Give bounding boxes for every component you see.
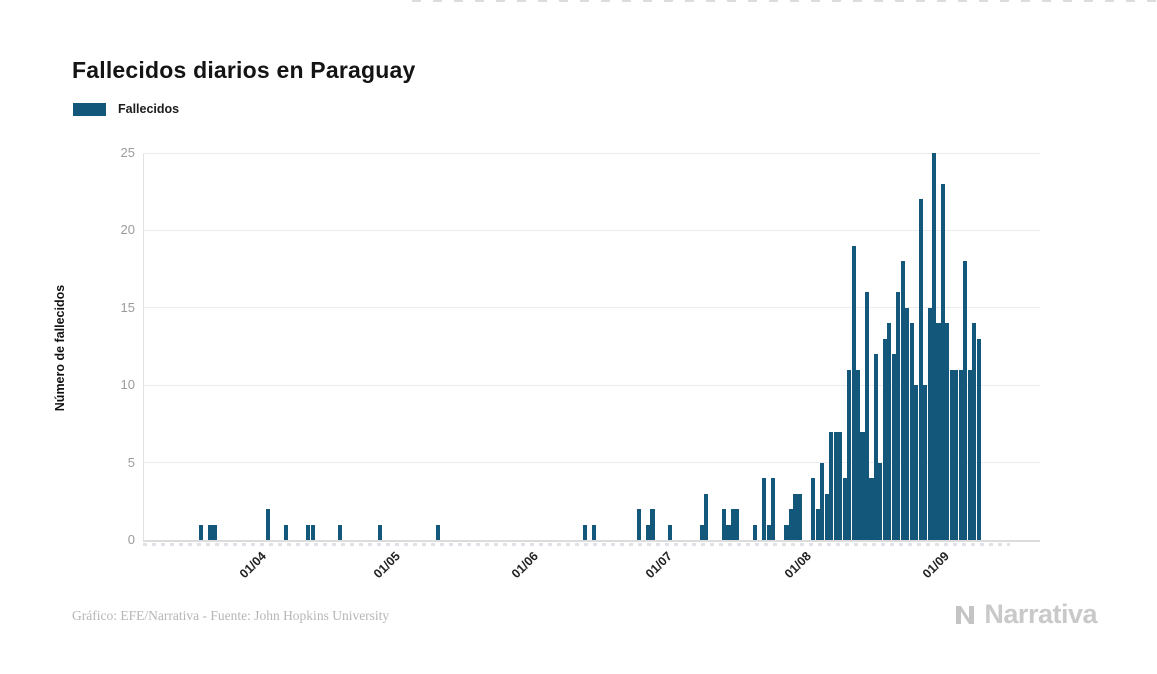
bar (873, 354, 878, 540)
bar (730, 509, 735, 540)
bar (909, 323, 914, 540)
bar (869, 478, 874, 540)
bar (645, 524, 651, 540)
bar (283, 524, 289, 540)
bar (797, 493, 802, 540)
bar (435, 524, 440, 540)
bar (958, 369, 963, 540)
x-tick-label: 01/08 (781, 549, 814, 582)
gridline (143, 384, 1040, 386)
bar (753, 524, 758, 540)
bar (860, 431, 865, 540)
brand-name: Narrativa (984, 599, 1097, 629)
bar (949, 369, 954, 540)
bar (887, 323, 892, 540)
bar (878, 462, 883, 540)
y-tick-label: 5 (127, 454, 135, 470)
bar (967, 369, 972, 540)
gridline (143, 462, 1040, 464)
y-tick-label: 15 (120, 299, 135, 315)
bar (784, 524, 789, 540)
bar (788, 509, 794, 540)
gridline (143, 229, 1040, 231)
legend-swatch (73, 102, 106, 116)
page-title: Fallecidos diarios en Paraguay (72, 57, 416, 84)
brand-logo: Narrativa (953, 599, 1097, 630)
top-dashed-line (412, 0, 1157, 2)
y-tick-label: 20 (120, 222, 135, 238)
bar (976, 338, 981, 540)
bar (721, 509, 727, 540)
gridline (143, 152, 1040, 154)
bar (266, 509, 271, 540)
legend-label: Fallecidos (118, 102, 180, 116)
gridline (143, 307, 1040, 309)
bar (650, 509, 655, 540)
bar (829, 431, 834, 540)
bar (199, 524, 204, 540)
bar (936, 323, 941, 540)
bar (815, 509, 820, 540)
x-tick-label: 01/09 (920, 549, 953, 582)
bar (891, 354, 896, 540)
bar (668, 524, 673, 540)
x-tick-label: 01/04 (236, 549, 269, 582)
bar (212, 524, 217, 540)
legend: Fallecidos (73, 102, 179, 116)
bar (914, 385, 919, 540)
bar (337, 524, 342, 540)
bar (847, 369, 852, 540)
bar (824, 493, 829, 540)
bar (735, 509, 740, 540)
bar (704, 493, 709, 540)
bar (855, 369, 861, 540)
bar (882, 338, 887, 540)
y-tick-label: 25 (120, 145, 135, 160)
bar (851, 245, 856, 540)
bar (833, 431, 838, 540)
bar (762, 478, 767, 540)
bar (940, 183, 946, 540)
bar (864, 292, 870, 540)
bar (793, 493, 798, 540)
bar (931, 153, 937, 540)
bar (900, 261, 905, 540)
narrativa-n-icon (956, 605, 975, 624)
bar (811, 478, 816, 540)
bar (377, 524, 382, 540)
bar (972, 323, 977, 540)
bar (838, 431, 843, 540)
bar (896, 292, 901, 540)
bar (306, 524, 311, 540)
bar (766, 524, 771, 540)
bar (310, 524, 315, 540)
bar (963, 261, 968, 540)
bar (583, 524, 588, 540)
x-tick-label: 01/05 (370, 549, 403, 582)
y-tick-label: 0 (127, 532, 135, 547)
bar (923, 385, 928, 540)
bar (820, 462, 825, 540)
y-axis-line (143, 153, 144, 541)
bar (637, 509, 642, 540)
bar (726, 524, 731, 540)
bar (945, 323, 950, 540)
source-credit: Gráfico: EFE/Narrativa - Fuente: John Ho… (72, 608, 390, 623)
x-axis-minor-ticks (143, 543, 1010, 546)
bar (954, 369, 959, 540)
y-tick-label: 10 (120, 377, 135, 393)
bar (699, 524, 704, 540)
x-tick-label: 01/06 (509, 549, 542, 582)
plot-area: 0 5 10 15 20 25 01/04 01/05 01/06 01/07 01/08 01/09 (121, 145, 1040, 581)
bar (207, 524, 213, 540)
bar (842, 478, 847, 540)
x-axis-line (143, 540, 1040, 542)
bar (771, 478, 776, 540)
x-tick-label: 01/07 (643, 549, 676, 582)
bar (905, 307, 910, 540)
bar (918, 199, 923, 540)
bar (927, 307, 932, 540)
bar (592, 524, 597, 540)
